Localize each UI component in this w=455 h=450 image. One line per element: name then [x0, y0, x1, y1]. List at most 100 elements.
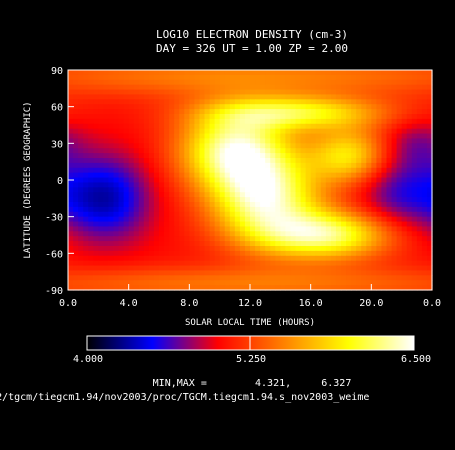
heatmap-cell: [138, 280, 145, 286]
heatmap-cell: [194, 206, 201, 213]
heatmap-cell: [83, 255, 89, 262]
heatmap-cell: [250, 109, 256, 115]
heatmap-cell: [199, 79, 206, 86]
heatmap-cell: [153, 167, 160, 174]
heatmap-cell: [285, 260, 292, 267]
heatmap-cell: [98, 99, 104, 105]
heatmap-cell: [300, 187, 307, 193]
heatmap-cell: [133, 94, 140, 100]
heatmap-cell: [356, 89, 362, 96]
heatmap-cell: [179, 241, 185, 247]
heatmap-cell: [128, 148, 135, 154]
heatmap-cell: [280, 280, 286, 286]
heatmap-cell: [113, 177, 120, 184]
heatmap-cell: [290, 162, 297, 169]
heatmap-cell: [341, 202, 347, 208]
heatmap-cell: [93, 285, 99, 291]
heatmap-cell: [239, 197, 246, 203]
heatmap-cell: [406, 265, 413, 272]
heatmap-cell: [113, 70, 120, 76]
heatmap-cell: [169, 128, 175, 135]
heatmap-cell: [199, 177, 206, 184]
heatmap-cell: [361, 172, 367, 179]
heatmap-cell: [426, 128, 433, 135]
heatmap-cell: [376, 206, 383, 213]
heatmap-cell: [204, 280, 211, 286]
heatmap-cell: [224, 162, 231, 169]
heatmap-cell: [123, 89, 130, 96]
heatmap-cell: [138, 236, 145, 242]
heatmap-cell: [179, 128, 185, 135]
heatmap-cell: [98, 162, 104, 169]
heatmap-cell: [174, 265, 180, 272]
heatmap-cell: [416, 99, 423, 105]
heatmap-cell: [169, 231, 175, 237]
heatmap-cell: [325, 197, 332, 203]
heatmap-cell: [416, 167, 423, 174]
heatmap-cell: [189, 94, 195, 100]
heatmap-cell: [315, 231, 322, 237]
heatmap-cell: [371, 167, 377, 174]
heatmap-cell: [214, 138, 221, 144]
heatmap-cell: [341, 167, 347, 174]
heatmap-cell: [320, 285, 327, 291]
heatmap-cell: [411, 226, 418, 232]
heatmap-cell: [351, 241, 357, 247]
heatmap-cell: [280, 123, 286, 130]
heatmap-cell: [204, 202, 211, 208]
heatmap-cell: [179, 153, 185, 159]
heatmap-cell: [411, 128, 418, 135]
heatmap-cell: [148, 162, 155, 169]
heatmap-cell: [366, 123, 372, 130]
heatmap-cell: [83, 84, 89, 91]
heatmap-cell: [366, 172, 372, 179]
heatmap-cell: [159, 246, 165, 252]
heatmap-cell: [290, 99, 297, 105]
heatmap-cell: [169, 246, 175, 252]
heatmap-cell: [189, 89, 195, 96]
heatmap-cell: [391, 260, 398, 267]
heatmap-cell: [113, 202, 120, 208]
heatmap-cell: [366, 70, 372, 76]
heatmap-cell: [153, 270, 160, 276]
heatmap-cell: [68, 275, 74, 281]
heatmap-cell: [330, 192, 337, 198]
heatmap-cell: [229, 177, 236, 184]
heatmap-cell: [128, 246, 135, 252]
heatmap-cell: [250, 221, 256, 228]
heatmap-cell: [330, 177, 337, 184]
heatmap-cell: [386, 118, 393, 125]
heatmap-cell: [143, 79, 150, 86]
heatmap-cell: [83, 109, 89, 115]
heatmap-cell: [255, 250, 261, 257]
heatmap-cell: [103, 94, 110, 100]
heatmap-cell: [194, 177, 201, 184]
heatmap-cell: [300, 275, 307, 281]
heatmap-cell: [174, 162, 180, 169]
heatmap-cell: [260, 206, 266, 213]
heatmap-cell: [164, 250, 170, 257]
heatmap-cell: [199, 94, 206, 100]
heatmap-cell: [376, 221, 383, 228]
heatmap-cell: [305, 260, 312, 267]
heatmap-cell: [189, 231, 195, 237]
heatmap-cell: [396, 192, 403, 198]
heatmap-cell: [118, 187, 125, 193]
heatmap-cell: [179, 226, 185, 232]
heatmap-cell: [108, 79, 115, 86]
heatmap-cell: [275, 270, 281, 276]
heatmap-cell: [265, 260, 271, 267]
heatmap-cell: [300, 260, 307, 267]
heatmap-cell: [194, 133, 201, 140]
heatmap-cell: [239, 74, 246, 81]
heatmap-cell: [214, 280, 221, 286]
heatmap-cell: [426, 202, 433, 208]
heatmap-cell: [103, 192, 110, 198]
heatmap-cell: [148, 109, 155, 115]
heatmap-cell: [103, 216, 110, 223]
heatmap-cell: [68, 94, 74, 100]
heatmap-cell: [229, 206, 236, 213]
heatmap-cell: [133, 99, 140, 105]
heatmap-cell: [204, 104, 211, 110]
heatmap-cell: [118, 182, 125, 188]
